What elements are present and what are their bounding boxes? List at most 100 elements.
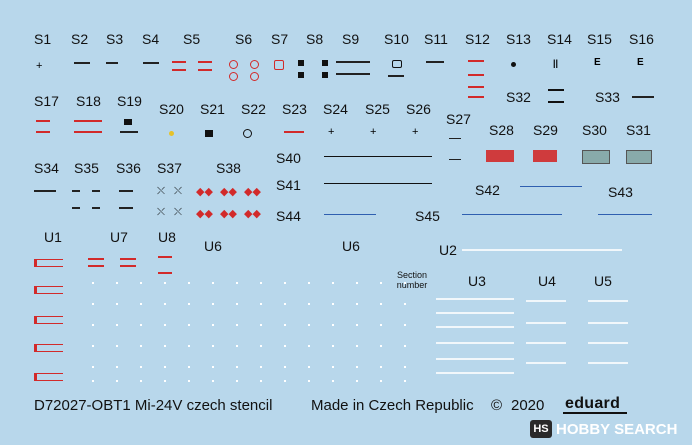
red-bowtie-mark: ◆◆ — [220, 186, 237, 198]
red-ring-mark — [250, 72, 259, 81]
label-s24: S24 — [323, 101, 348, 117]
red-box-mark — [274, 60, 284, 70]
white-number-dot — [404, 380, 406, 382]
white-number-dot — [92, 303, 94, 305]
hobby-search-watermark: HS HOBBY SEARCH — [530, 418, 677, 440]
stencil-text-mark — [336, 61, 370, 63]
white-number-dot — [308, 380, 310, 382]
blue-scale-line — [598, 214, 652, 215]
white-number-dot — [140, 380, 142, 382]
white-number-dot — [236, 380, 238, 382]
white-number-dot — [236, 324, 238, 326]
red-stencil-block — [468, 86, 484, 98]
yellow-dot-mark — [169, 131, 174, 136]
label-u7: U7 — [110, 229, 128, 245]
white-number-dot — [164, 380, 166, 382]
label-s26: S26 — [406, 101, 431, 117]
stencil-glyph-mark: E — [637, 57, 644, 68]
white-number-dot — [308, 345, 310, 347]
white-number-dot — [236, 282, 238, 284]
white-number-dot — [332, 345, 334, 347]
label-s34: S34 — [34, 160, 59, 176]
stencil-text-mark — [92, 207, 100, 209]
red-stencil-mark — [158, 256, 172, 258]
label-s9: S9 — [342, 31, 360, 47]
red-stencil-mark — [74, 131, 102, 133]
stencil-text-mark — [143, 62, 159, 64]
label-s23: S23 — [282, 101, 307, 117]
small-frame-mark — [392, 60, 402, 68]
label-s32: S32 — [506, 89, 531, 105]
white-number-dot — [308, 303, 310, 305]
black-scale-line — [324, 156, 432, 157]
red-stencil-tag — [34, 286, 63, 294]
white-number-dot — [380, 282, 382, 284]
red-stencil-mark — [88, 265, 104, 267]
stencil-text-mark — [72, 207, 80, 209]
white-number-dot — [212, 324, 214, 326]
label-s21: S21 — [200, 101, 225, 117]
white-number-dot — [188, 345, 190, 347]
white-number-dot — [404, 324, 406, 326]
section-number-line-2: number — [396, 280, 428, 290]
red-stencil-mark — [284, 131, 304, 133]
black-scale-line — [324, 183, 432, 184]
white-number-dot — [164, 366, 166, 368]
stencil-text-mark — [72, 190, 80, 192]
stencil-glyph-mark: || — [553, 58, 559, 68]
white-number-dot — [116, 303, 118, 305]
stencil-text-mark — [336, 73, 370, 75]
label-s14: S14 — [547, 31, 572, 47]
white-number-dot — [92, 345, 94, 347]
red-stencil-mark — [120, 258, 136, 260]
white-number-dot — [284, 282, 286, 284]
label-s19: S19 — [117, 93, 142, 109]
white-number-dot — [404, 366, 406, 368]
label-s15: S15 — [587, 31, 612, 47]
label-s1: S1 — [34, 31, 52, 47]
white-number-dot — [140, 345, 142, 347]
arrow-glyph-mark: ⤬ — [174, 207, 182, 218]
stencil-text-mark — [426, 61, 444, 63]
label-u6-right: U6 — [342, 238, 360, 254]
label-u4: U4 — [538, 273, 556, 289]
white-number-dot — [140, 366, 142, 368]
red-stencil-mark — [172, 61, 186, 63]
label-s42: S42 — [475, 182, 500, 198]
label-s43: S43 — [608, 184, 633, 200]
white-number-dot — [92, 380, 94, 382]
white-number-dot — [212, 380, 214, 382]
white-number-dot — [164, 282, 166, 284]
white-number-dot — [284, 380, 286, 382]
white-number-dot — [380, 324, 382, 326]
label-s31: S31 — [626, 122, 651, 138]
watermark-text: HOBBY SEARCH — [556, 420, 678, 438]
white-number-dot — [308, 324, 310, 326]
blue-scale-line — [520, 186, 582, 187]
white-stencil-stripe — [462, 249, 622, 251]
label-s30: S30 — [582, 122, 607, 138]
white-number-dot — [212, 303, 214, 305]
white-stencil-stripe — [436, 312, 514, 314]
white-number-dot — [404, 303, 406, 305]
product-code-title: D72027-OBT1 Mi-24V czech stencil — [34, 397, 273, 414]
label-s17: S17 — [34, 93, 59, 109]
arrow-glyph-mark: ⤬ — [157, 207, 165, 218]
white-number-dot — [356, 345, 358, 347]
label-u1: U1 — [44, 229, 62, 245]
label-s36: S36 — [116, 160, 141, 176]
white-number-dot — [236, 345, 238, 347]
white-number-dot — [116, 324, 118, 326]
white-number-dot — [116, 380, 118, 382]
label-s16: S16 — [629, 31, 654, 47]
red-stencil-mark — [198, 61, 212, 63]
stencil-text-mark — [92, 190, 100, 192]
label-s22: S22 — [241, 101, 266, 117]
white-stencil-stripe — [588, 342, 628, 344]
red-ring-mark — [250, 60, 259, 69]
label-s5: S5 — [183, 31, 201, 47]
label-s41: S41 — [276, 177, 301, 193]
white-number-dot — [356, 366, 358, 368]
white-number-dot — [212, 366, 214, 368]
label-s12: S12 — [465, 31, 490, 47]
